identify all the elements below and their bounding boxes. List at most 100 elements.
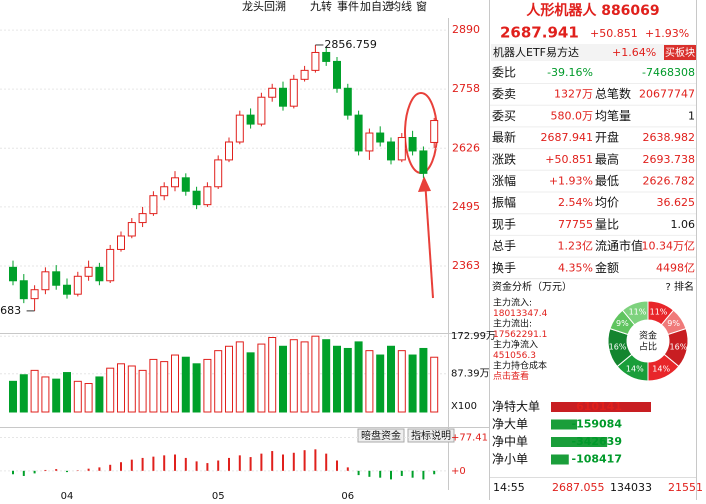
- volume-bar: [235, 341, 244, 413]
- y-tick-label: 2758: [452, 82, 480, 95]
- net-label: 净中单: [492, 434, 528, 449]
- candle-body: [9, 266, 17, 282]
- fund-line: 主力净流入: [493, 339, 538, 351]
- net-value: 610141: [576, 400, 622, 413]
- row-value: -39.16%: [547, 66, 593, 79]
- etf-pct: +1.64%: [612, 46, 656, 59]
- volume-bar: [181, 356, 190, 413]
- tab-button[interactable]: [407, 428, 455, 443]
- y-tick-label: 172.99万: [451, 331, 496, 342]
- row-value: 20677747: [639, 88, 695, 101]
- toolbar-button[interactable]: 均线: [390, 0, 412, 13]
- row-label: 涨幅: [492, 173, 516, 188]
- row-value: 10.34万亿: [642, 240, 696, 253]
- y-tick-label: +0: [451, 466, 466, 477]
- row-label: 均价: [595, 196, 619, 210]
- candle-body: [52, 271, 61, 286]
- quote-title: 人形机器人 886069: [526, 2, 659, 19]
- footer-text: 14:55: [493, 481, 525, 494]
- fund-rank[interactable]: ? 排名: [666, 280, 695, 293]
- candle-body: [63, 284, 71, 295]
- fund-line[interactable]: 点击查看: [493, 370, 529, 382]
- candle-body: [149, 195, 158, 215]
- y-tick-label: 2363: [452, 259, 480, 272]
- tab-label[interactable]: 指标说明: [411, 429, 451, 442]
- candle-body: [279, 87, 287, 107]
- candle-body: [343, 87, 352, 116]
- tab-button[interactable]: [357, 428, 405, 443]
- tab-label[interactable]: 暗盘资金: [361, 429, 401, 442]
- row-value: 1: [688, 109, 695, 122]
- row-value: 2626.782: [643, 175, 696, 188]
- net-value: -108417: [572, 453, 623, 466]
- candle-body: [95, 266, 104, 282]
- y-tick-label: 2626: [452, 141, 480, 154]
- row-label: 委买: [492, 109, 516, 123]
- volume-bar: [63, 372, 71, 413]
- candle-body: [117, 235, 125, 250]
- unit-label: X100: [451, 401, 477, 412]
- volume-bar: [160, 361, 169, 413]
- etf-name: 机器人ETF易方达: [493, 45, 579, 59]
- candle-body: [408, 137, 417, 152]
- toolbar-button[interactable]: 加自选: [360, 0, 393, 13]
- volume-bar: [9, 380, 17, 413]
- volume-bar: [387, 345, 395, 413]
- volume-bar: [203, 358, 212, 413]
- volume-bar: [117, 363, 125, 413]
- annotation: 2262.683: [0, 304, 21, 317]
- row-value: 1.23亿: [558, 240, 594, 253]
- toolbar-button[interactable]: 九转: [310, 0, 332, 13]
- candle-body: [376, 132, 385, 143]
- row-label: 最高: [595, 151, 619, 166]
- volume-bar: [138, 369, 147, 413]
- net-value: -342639: [572, 435, 623, 448]
- donut-center: 资金: [639, 330, 657, 342]
- volume-bar: [52, 378, 61, 413]
- volume-bar: [41, 376, 50, 413]
- y-tick-label: 87.39万: [451, 369, 490, 380]
- volume-bar: [246, 352, 255, 413]
- x-tick-label: 05: [212, 491, 225, 500]
- toolbar-button[interactable]: 龙头回溯: [242, 0, 286, 13]
- row-label: 委卖: [492, 87, 516, 101]
- candle-body: [365, 132, 374, 152]
- candle-body: [138, 213, 147, 224]
- button-bg[interactable]: [664, 45, 696, 60]
- net-bar: [551, 437, 608, 447]
- arrow-head: [418, 176, 431, 192]
- row-label: 总笔数: [595, 86, 631, 101]
- row-label: 最低: [595, 174, 619, 188]
- row-label: 委比: [492, 66, 516, 80]
- button-label[interactable]: 买板块: [665, 46, 695, 59]
- donut-label: 9%: [616, 319, 629, 328]
- candle-body: [268, 87, 277, 98]
- volume-bar: [343, 347, 352, 413]
- row-label: 流通市值: [595, 238, 643, 253]
- volume-bar: [419, 347, 428, 413]
- net-bar: [551, 402, 651, 412]
- candle-body: [171, 177, 179, 188]
- row-value: 2638.982: [643, 131, 696, 144]
- footer-text: 134033: [610, 481, 652, 494]
- x-tick-label: 04: [61, 491, 74, 500]
- volume-bar: [430, 356, 439, 413]
- toolbar-button[interactable]: 窗: [416, 0, 427, 13]
- row-value: 2687.941: [541, 131, 594, 144]
- volume-bar: [19, 374, 28, 413]
- candle-body: [192, 190, 201, 206]
- candle-body: [127, 222, 136, 237]
- candle-body: [246, 114, 255, 125]
- candle-body: [311, 51, 320, 71]
- candle-body: [181, 177, 190, 192]
- candle-body: [322, 51, 331, 62]
- row-value: +1.93%: [549, 175, 593, 188]
- row-value: 4498亿: [656, 261, 695, 274]
- row-label: 涨跌: [492, 151, 516, 166]
- toolbar-button[interactable]: 事件: [337, 0, 359, 13]
- fund-line: 17562291.1: [493, 330, 547, 340]
- candle-body: [41, 271, 50, 291]
- quote-price: 2687.941: [500, 24, 579, 42]
- candle-body: [160, 186, 169, 197]
